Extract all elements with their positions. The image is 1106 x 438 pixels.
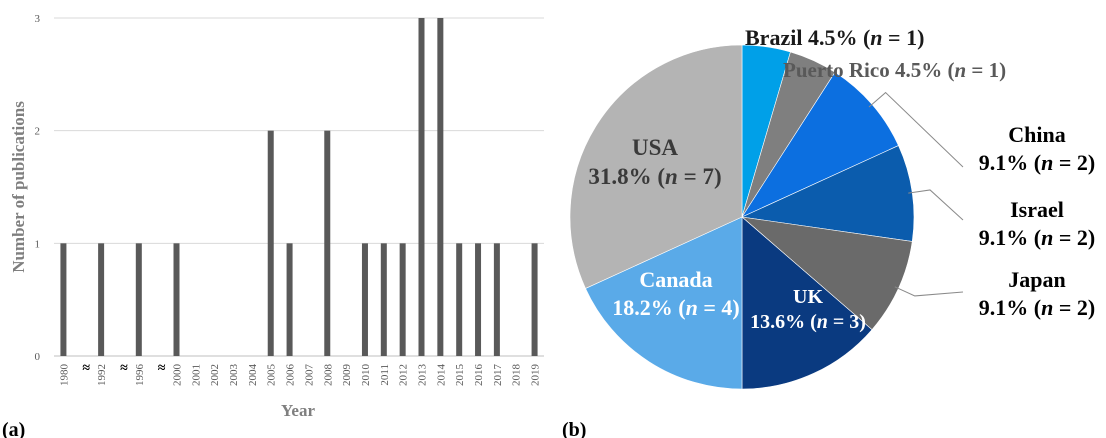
leader-line — [868, 91, 964, 168]
bar — [60, 243, 67, 356]
x-tick-label: 2012 — [398, 364, 410, 386]
bar — [437, 18, 444, 356]
x-tick-label: 1996 — [134, 364, 146, 387]
bar — [475, 243, 482, 356]
x-axis-title: Year — [281, 401, 315, 420]
x-tick-label: 2006 — [285, 364, 297, 387]
y-tick-label: 1 — [35, 238, 41, 250]
bar — [173, 243, 180, 356]
bar — [418, 18, 425, 356]
x-tick-label: 2000 — [172, 364, 184, 387]
bar — [380, 243, 387, 356]
panel-label-b: (b) — [562, 419, 586, 438]
pie-label-puerto-rico: Puerto Rico 4.5% (n = 1) — [783, 58, 1006, 82]
x-tick-label: 2013 — [417, 364, 429, 387]
bar-y-ticks: 0 1 2 3 — [35, 13, 41, 363]
pie-labels: Brazil 4.5% (n = 1) Puerto Rico 4.5% (n =… — [588, 25, 1095, 333]
pie-label-japan: Japan 9.1% (n = 2) — [979, 267, 1095, 320]
pie-slice-uk — [741, 216, 873, 390]
x-tick-label: 2015 — [454, 364, 466, 387]
x-tick-label: 2005 — [266, 364, 278, 387]
bar — [267, 130, 274, 356]
leader-line — [908, 189, 964, 221]
x-tick-label: 2008 — [322, 364, 334, 387]
x-tick-label: 2007 — [303, 364, 315, 387]
y-tick-label: 2 — [35, 126, 41, 138]
bar — [399, 243, 406, 356]
pie-label-usa: USA 31.8% (n = 7) — [588, 135, 721, 189]
bar — [493, 243, 500, 356]
x-tick-label: 2010 — [360, 364, 372, 387]
pie-label-canada: Canada 18.2% (n = 4) — [612, 267, 739, 320]
bar-series — [60, 18, 538, 356]
x-tick-label: 2019 — [530, 364, 542, 387]
y-tick-label: 0 — [35, 351, 41, 363]
panel-label-a: (a) — [2, 419, 25, 438]
leader-line — [894, 286, 964, 297]
y-tick-label: 3 — [35, 13, 41, 25]
x-tick-label: 2018 — [511, 364, 523, 387]
y-axis-title: Number of publications — [9, 101, 28, 273]
bar — [456, 243, 463, 356]
pie-label-brazil: Brazil 4.5% (n = 1) — [745, 25, 924, 50]
axis-break-marker: ≈ — [82, 361, 90, 376]
axis-break-marker: ≈ — [120, 361, 128, 376]
x-tick-label: 2004 — [247, 364, 259, 387]
x-tick-label: 2014 — [435, 364, 447, 387]
x-tick-label: 2002 — [209, 364, 221, 386]
pie-slices — [569, 44, 915, 390]
pie-chart: Brazil 4.5% (n = 1) Puerto Rico 4.5% (n =… — [562, 25, 1095, 438]
pie-slice-usa — [569, 44, 743, 289]
pie-slice-canada — [585, 216, 743, 390]
x-tick-label: 2017 — [492, 364, 504, 387]
pie-label-uk: UK 13.6% (n = 3) — [750, 286, 866, 333]
x-tick-label: 2009 — [341, 364, 353, 387]
x-tick-label: 2001 — [190, 364, 202, 386]
bar — [531, 243, 538, 356]
x-tick-label: 2011 — [379, 364, 391, 386]
axis-break-marker: ≈ — [158, 361, 166, 376]
pie-label-china: China 9.1% (n = 2) — [979, 122, 1095, 175]
bar-gridlines — [54, 17, 544, 357]
x-tick-label: 1992 — [96, 364, 108, 386]
bar — [135, 243, 142, 356]
bar-chart: 0 1 2 3 1980 ≈1992 ≈1996 ≈2000 2001 2002 2003 2004… — [2, 13, 544, 438]
bar — [98, 243, 105, 356]
bar-x-ticks: 1980 ≈1992 ≈1996 ≈2000 2001 2002 2003 2004 2005 2… — [58, 361, 541, 386]
bar — [286, 243, 293, 356]
x-tick-label: 2016 — [473, 364, 485, 387]
x-tick-label: 2003 — [228, 364, 240, 387]
bar — [361, 243, 368, 356]
x-tick-label: 1980 — [58, 364, 70, 387]
pie-label-israel: Israel 9.1% (n = 2) — [979, 197, 1095, 250]
pie-leader-lines — [868, 91, 964, 297]
bar — [324, 130, 331, 356]
